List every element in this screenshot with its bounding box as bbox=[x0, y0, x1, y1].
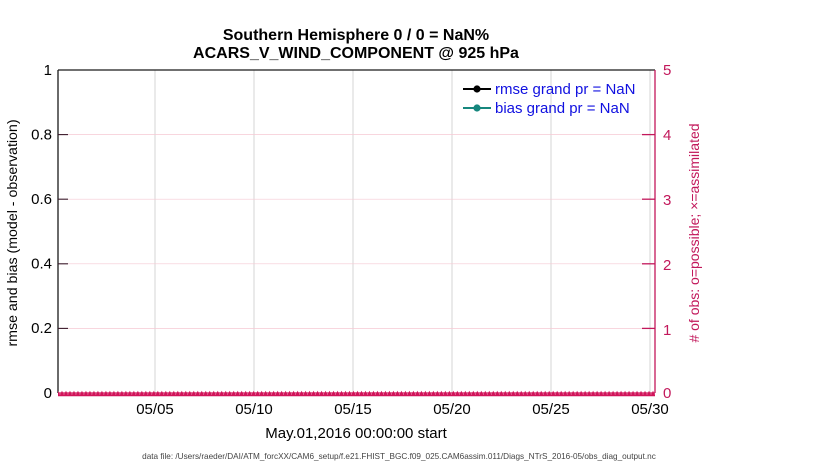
svg-text:ACARS_V_WIND_COMPONENT @ 925 h: ACARS_V_WIND_COMPONENT @ 925 hPa bbox=[193, 45, 519, 62]
svg-text:05/30: 05/30 bbox=[631, 401, 669, 418]
svg-text:2: 2 bbox=[663, 257, 671, 274]
svg-text:# of obs: o=possible; ×=assimi: # of obs: o=possible; ×=assimilated bbox=[686, 123, 702, 342]
svg-text:Southern Hemisphere 0 / 0 = Na: Southern Hemisphere 0 / 0 = NaN% bbox=[223, 27, 489, 44]
svg-text:0.4: 0.4 bbox=[31, 256, 52, 273]
svg-text:1: 1 bbox=[44, 62, 52, 79]
svg-text:0.2: 0.2 bbox=[31, 320, 52, 337]
svg-text:rmse and bias (model - observa: rmse and bias (model - observation) bbox=[5, 119, 21, 346]
svg-text:05/15: 05/15 bbox=[334, 401, 372, 418]
svg-text:3: 3 bbox=[663, 192, 671, 209]
svg-text:rmse grand pr = NaN: rmse grand pr = NaN bbox=[495, 81, 635, 98]
svg-text:0.8: 0.8 bbox=[31, 126, 52, 143]
svg-text:data file: /Users/raeder/DAI/A: data file: /Users/raeder/DAI/ATM_forcXX/… bbox=[142, 452, 656, 461]
svg-text:0: 0 bbox=[663, 385, 671, 402]
svg-text:05/10: 05/10 bbox=[235, 401, 273, 418]
svg-text:05/05: 05/05 bbox=[136, 401, 174, 418]
svg-text:5: 5 bbox=[663, 62, 671, 79]
svg-text:4: 4 bbox=[663, 127, 671, 144]
svg-text:May.01,2016 00:00:00 start: May.01,2016 00:00:00 start bbox=[265, 425, 447, 442]
svg-text:05/25: 05/25 bbox=[532, 401, 570, 418]
svg-text:1: 1 bbox=[663, 322, 671, 339]
svg-text:05/20: 05/20 bbox=[433, 401, 471, 418]
svg-text:0: 0 bbox=[44, 385, 52, 402]
svg-text:0.6: 0.6 bbox=[31, 191, 52, 208]
svg-text:bias grand pr = NaN: bias grand pr = NaN bbox=[495, 100, 630, 117]
